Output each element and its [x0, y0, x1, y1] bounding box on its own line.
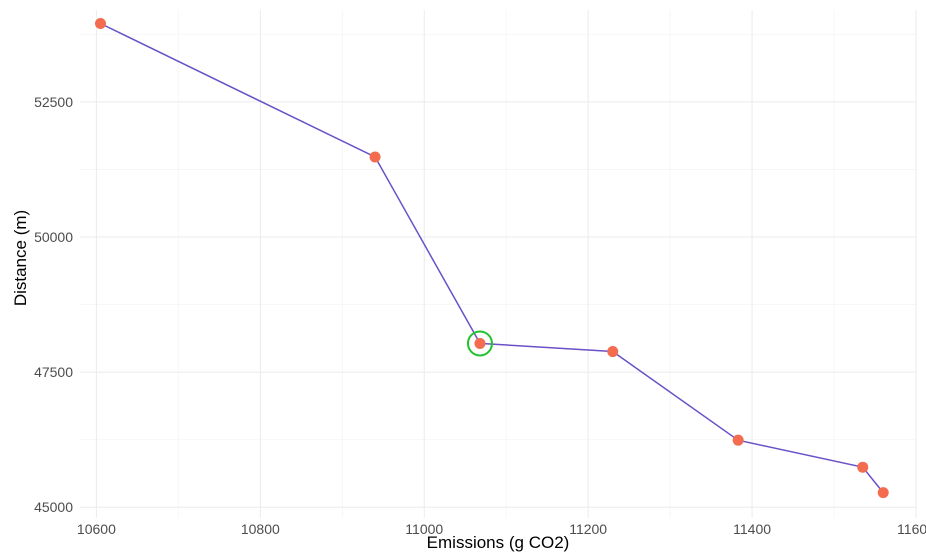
series-lines [100, 22, 884, 494]
data-point [607, 346, 619, 358]
data-point [732, 434, 744, 446]
data-points [94, 18, 889, 499]
highlight-ring [466, 330, 493, 357]
x-tick-label: 11000 [405, 521, 443, 537]
x-tick-label: 10800 [241, 521, 280, 537]
y-tick-label: 45000 [34, 499, 73, 515]
data-point [474, 337, 486, 349]
y-axis-ticks: 45000 47500 50000 52500 [34, 94, 73, 515]
x-tick-label: 11400 [733, 521, 771, 537]
data-point [369, 151, 381, 163]
data-point [94, 18, 106, 30]
y-axis-title: Distance (m) [11, 210, 30, 306]
data-point [857, 461, 869, 473]
x-axis-ticks: 10600 10800 11000 11200 11400 11600 [77, 521, 926, 537]
series-line [100, 22, 884, 494]
data-point [877, 487, 889, 499]
x-tick-label: 11600 [897, 521, 926, 537]
x-tick-label: 11200 [569, 521, 607, 537]
highlight-layer [466, 330, 493, 357]
y-tick-label: 47500 [34, 364, 73, 380]
y-tick-label: 52500 [34, 94, 73, 110]
x-axis-title: Emissions (g CO2) [427, 533, 570, 552]
y-tick-label: 50000 [34, 229, 73, 245]
x-tick-label: 10600 [77, 521, 116, 537]
grid [80, 10, 917, 518]
